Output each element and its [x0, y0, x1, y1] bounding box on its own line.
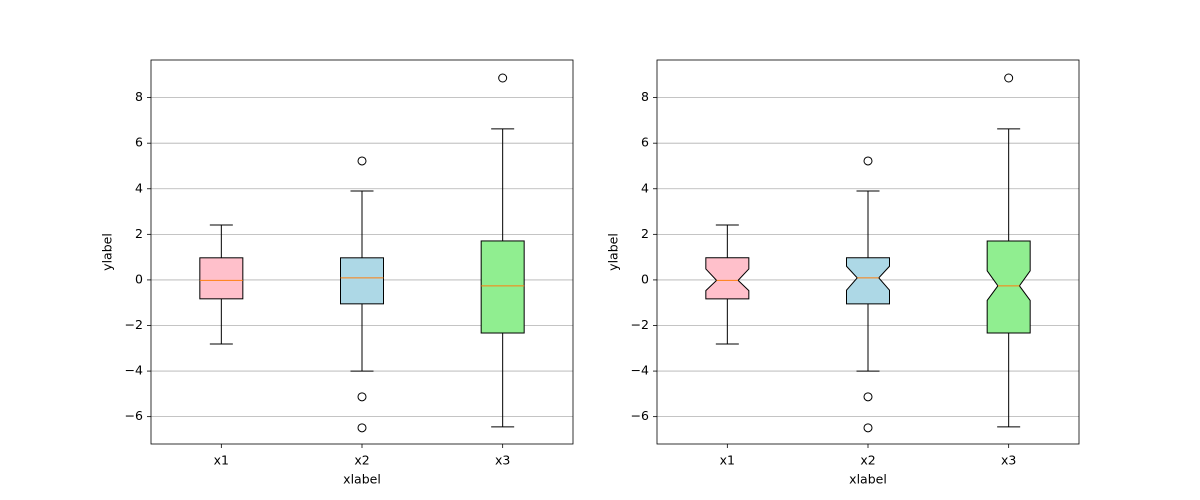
- y-tick-label: −2: [631, 317, 649, 332]
- y-tick-label: 2: [641, 226, 649, 241]
- box: [846, 257, 890, 305]
- x-tick-label: x1: [214, 453, 229, 468]
- x-tick-label: x2: [860, 453, 875, 468]
- box: [340, 257, 384, 305]
- x-tick-label: x1: [720, 453, 735, 468]
- y-tick-label: 2: [135, 226, 143, 241]
- box: [480, 240, 525, 334]
- y-tick-label: 4: [135, 180, 143, 195]
- y-tick-label: 0: [641, 271, 649, 286]
- y-axis-label: ylabel: [100, 233, 115, 271]
- box: [705, 257, 750, 300]
- box: [986, 240, 1031, 334]
- y-tick-label: −4: [631, 363, 649, 378]
- y-tick-label: 0: [135, 271, 143, 286]
- box: [199, 257, 244, 300]
- y-tick-label: 8: [641, 89, 649, 104]
- y-tick-label: −4: [125, 363, 143, 378]
- x-tick-label: x3: [1001, 453, 1016, 468]
- flier: [863, 392, 873, 402]
- y-tick-label: 8: [135, 89, 143, 104]
- x-axis-label: xlabel: [849, 472, 887, 487]
- y-tick-label: −6: [125, 408, 143, 423]
- flier: [357, 423, 367, 433]
- flier: [863, 423, 873, 433]
- flier: [498, 73, 508, 83]
- y-axis-label: ylabel: [606, 233, 621, 271]
- x-tick-label: x3: [495, 453, 510, 468]
- flier: [357, 156, 367, 166]
- x-axis-label: xlabel: [343, 472, 381, 487]
- flier: [1004, 73, 1014, 83]
- y-tick-label: 6: [135, 135, 143, 150]
- x-tick-label: x2: [354, 453, 369, 468]
- plot-frame: [150, 59, 574, 445]
- y-tick-label: 4: [641, 180, 649, 195]
- plot-frame: [656, 59, 1080, 445]
- flier: [357, 392, 367, 402]
- flier: [863, 156, 873, 166]
- y-tick-label: 6: [641, 135, 649, 150]
- y-tick-label: −2: [125, 317, 143, 332]
- y-tick-label: −6: [631, 408, 649, 423]
